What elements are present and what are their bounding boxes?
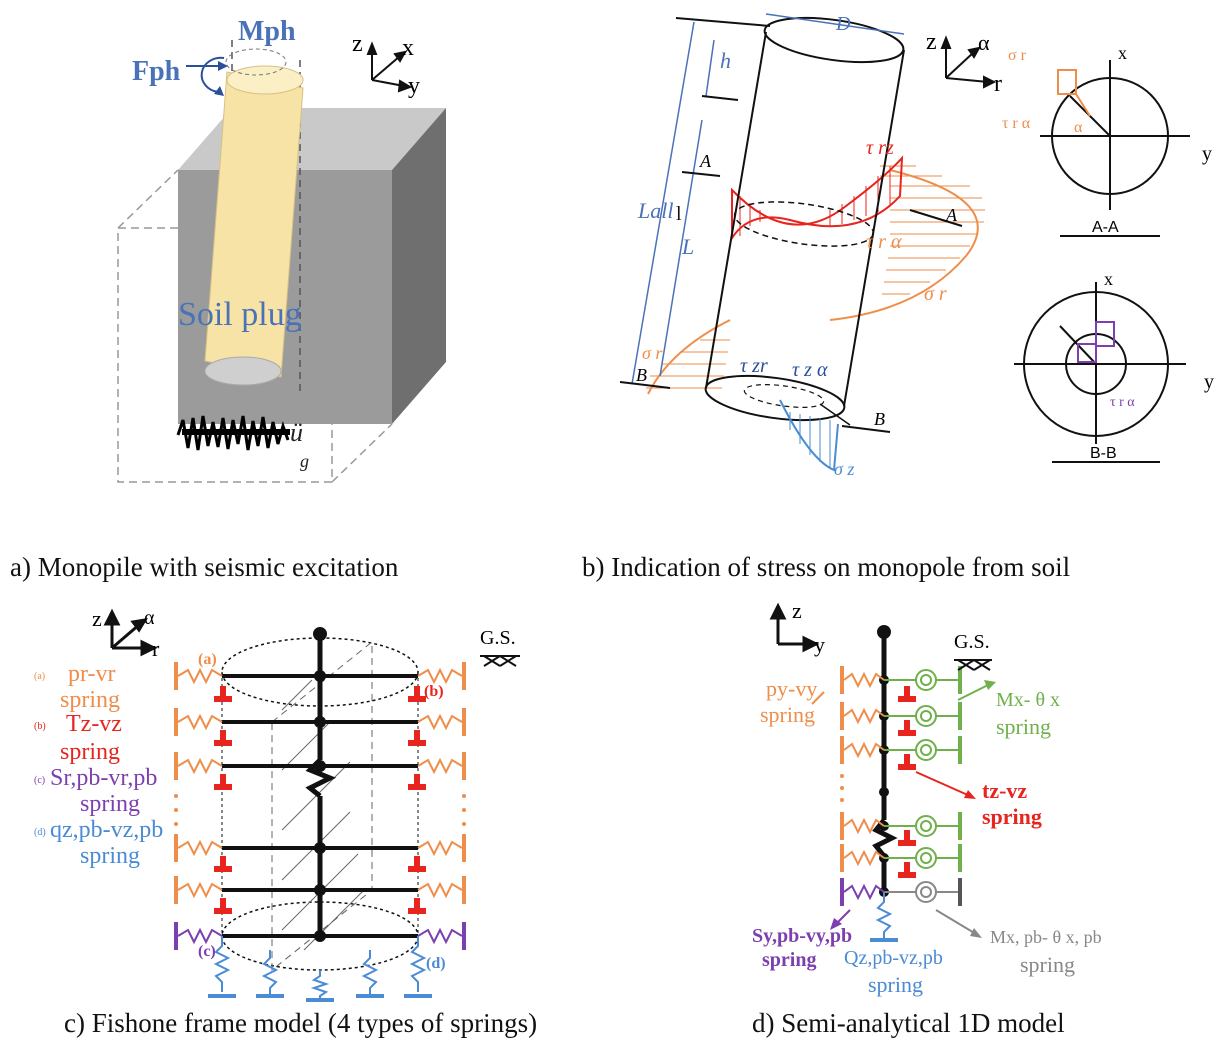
sy-spring-label: Sy,pb-vy,pb [752,925,853,947]
soil-plug-label: Soil plug [178,296,302,333]
legend-a-word: spring [60,687,120,713]
sec-aa-x-label: x [1118,43,1127,63]
mxpb-spring-label: Mx, pb- θ x, pb [990,927,1102,947]
sec-bb-x-label: x [1104,269,1113,289]
section-b-left: B [636,365,647,385]
axis-r-b-label: r [994,71,1002,97]
legend-b-word: spring [60,739,120,765]
axis-r-c-label: r [152,636,160,661]
tag-a-label: (a) [198,651,217,668]
tz-spring-word: spring [982,804,1042,829]
sy-spring-word: spring [762,949,817,971]
py-spring-word: spring [760,702,815,727]
legend-c-word: spring [80,791,140,817]
sigma-r-label: σ r [924,283,947,305]
section-b-right: B [874,409,885,429]
panel-d-1d-model: z y G.S. py-vy spring Mx- θ x spring tz-… [720,600,1221,1005]
monopile-illustration [117,40,446,483]
dim-d-label: D [836,13,851,35]
sec-aa-alpha-label: α [1074,119,1083,136]
force-label: Fph [132,56,181,87]
sigma-r-left-label: σ r [642,343,663,363]
sec-aa-title: A-A [1092,219,1119,236]
accel-label: ü [290,418,303,447]
mxpb-spring-word: spring [1020,952,1075,977]
sec-bb-y-label: y [1204,371,1214,393]
dim-lall-label: Lall [638,198,674,223]
tau-zr-label: τ zr [740,355,768,377]
legend-c-name: Sr,pb-vr,pb [50,765,158,791]
caption-d: d) Semi-analytical 1D model [752,1008,1065,1038]
panel-c-fishbone: z α r G.S. (a) (b) (c) (d) (a) pr-vr spr… [0,600,520,1005]
mx-spring-label: Mx- θ x [996,689,1061,711]
axis-z-d-label: z [792,598,802,623]
axis-z-b-label: z [926,29,937,55]
panel-a-monopile: Mph Fph Soil plug ü g z x y [0,0,520,500]
caption-a: a) Monopile with seismic excitation [10,552,399,582]
axis-alpha-b-label: α [978,30,990,55]
semi-analytical-model [769,602,996,942]
stress-illustration [619,13,1190,472]
caption-b: b) Indication of stress on monopole from… [582,552,1071,582]
gs-d-label: G.S. [954,631,990,653]
gs-c-label: G.S. [480,627,516,649]
sec-aa-y-label: y [1202,143,1212,165]
axis-alpha-c-label: α [144,607,155,629]
dim-bigl-label: L [682,234,695,259]
sec-bb-title: B-B [1090,445,1117,462]
tau-za-label: τ z α [792,359,828,381]
tag-d-label: (d) [426,955,446,972]
axis-z-label: z [352,31,363,57]
tag-c-label: (c) [198,943,216,960]
legend-b-name: Tz-vz [66,711,122,737]
qz-spring-word: spring [868,972,923,997]
legend-d-word: spring [80,843,140,869]
sigma-z-label: σ z [834,459,855,479]
section-a-left: A [700,151,711,171]
legend-a-name: pr-vr [68,661,116,687]
tz-spring-label: tz-vz [982,778,1028,803]
moment-label: Mph [238,16,296,47]
mx-spring-word: spring [996,714,1051,739]
legend-c-tag: (c) [34,775,46,786]
fishbone-frame [103,608,520,1002]
sec-aa-tau-label: τ r α [1002,115,1031,132]
legend-b-tag: (b) [34,721,46,732]
panel-b-stress: D h Lall l L A A B B τ rz τ r α σ r σ r … [590,0,1221,500]
tau-ra-label: τ r α [866,231,902,253]
caption-c: c) Fishone frame model (4 types of sprin… [64,1008,538,1038]
axis-y-label: y [408,73,420,99]
section-a-right: A [946,205,957,225]
py-spring-label: py-vy [766,676,818,701]
legend-d-name: qz,pb-vz,pb [50,817,164,843]
sec-bb-tau-label: τ r α [1110,395,1135,410]
qz-spring-label: Qz,pb-vz,pb [844,947,943,969]
tag-b-label: (b) [424,683,444,700]
accel-sub-label: g [300,451,309,471]
sec-aa-sigma-label: σ r [1008,47,1026,64]
legend-d-tag: (d) [34,827,46,838]
axis-y-d-label: y [814,632,825,657]
dim-l-label: l [676,203,682,225]
dim-h-label: h [720,48,731,73]
legend-a-tag: (a) [34,671,46,682]
axis-z-c-label: z [92,606,102,631]
tau-rz-label: τ rz [866,137,894,159]
axis-x-label: x [402,35,414,61]
